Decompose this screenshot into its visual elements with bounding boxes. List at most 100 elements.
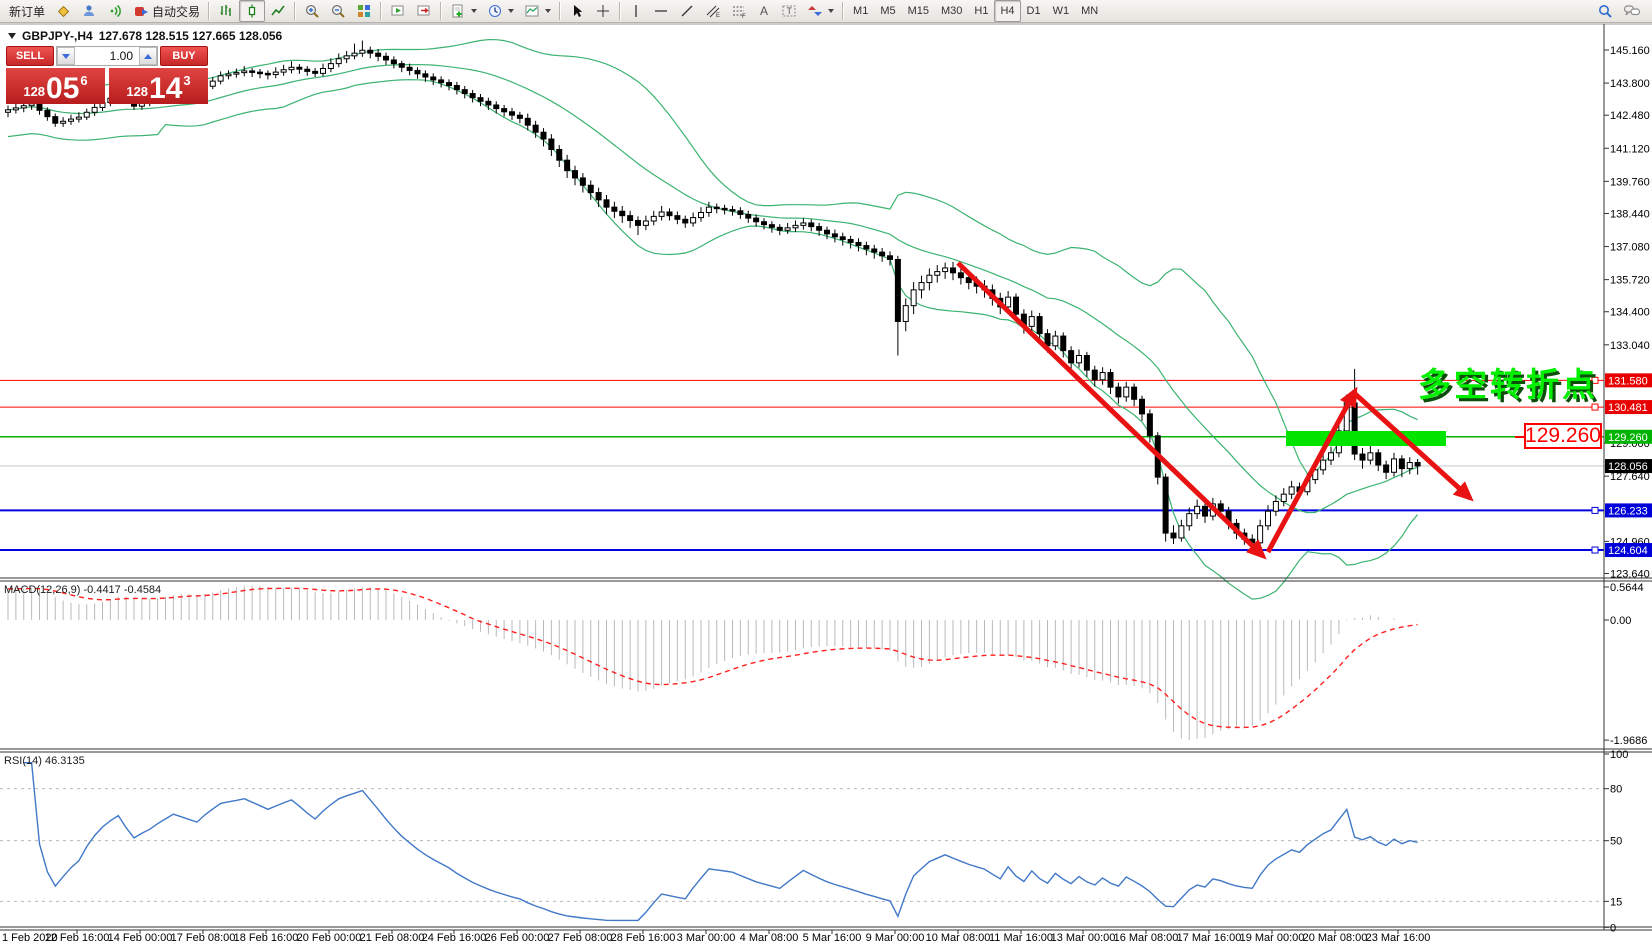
date-tick-label[interactable]: 4 Mar 08:00 xyxy=(740,932,799,944)
buy-button[interactable]: BUY xyxy=(160,46,208,66)
date-tick-label[interactable]: 23 Mar 16:00 xyxy=(1366,932,1431,944)
search-button[interactable] xyxy=(1592,0,1618,22)
trend-arrow[interactable] xyxy=(1265,386,1358,554)
candle-body xyxy=(272,71,279,76)
timeframe-m15[interactable]: M15 xyxy=(907,5,929,17)
timeframe-m1[interactable]: M1 xyxy=(853,5,869,17)
price-badge-label: 130.481 xyxy=(1608,402,1648,414)
date-tick-label[interactable]: 12 Feb 16:00 xyxy=(45,932,110,944)
bar-chart-button[interactable] xyxy=(213,0,239,22)
volume-increase-button[interactable] xyxy=(139,47,157,65)
cursor-button[interactable] xyxy=(564,0,590,22)
sell-button[interactable]: SELL xyxy=(6,46,54,66)
candlestick-chart-button[interactable] xyxy=(239,0,266,22)
market-watch-button[interactable] xyxy=(50,0,76,22)
tile-windows-button[interactable] xyxy=(351,0,377,22)
date-tick-label[interactable]: 21 Feb 08:00 xyxy=(360,932,425,944)
timeframe-h1[interactable]: H1 xyxy=(974,5,989,17)
candle-body xyxy=(1068,350,1075,364)
candle-body xyxy=(1375,452,1382,466)
date-tick-label[interactable]: 19 Mar 00:00 xyxy=(1240,932,1305,944)
arrows-button[interactable] xyxy=(802,0,839,22)
timeframe-m30[interactable]: M30 xyxy=(941,5,963,17)
candle-body xyxy=(1194,505,1201,515)
candle-body xyxy=(1359,453,1366,461)
crosshair-button[interactable] xyxy=(590,0,616,22)
timeframe-h4[interactable]: H4 xyxy=(994,0,1021,22)
macd-signal-value: -0.4584 xyxy=(123,584,162,596)
one-click-expander-icon[interactable] xyxy=(8,33,16,39)
auto-scroll-button[interactable] xyxy=(385,0,411,22)
sell-price-box[interactable]: 128 05 6 xyxy=(6,68,105,104)
level-line-handle[interactable] xyxy=(1591,376,1599,384)
date-tick-label[interactable]: 20 Mar 08:00 xyxy=(1303,932,1368,944)
date-tick-label[interactable]: 17 Mar 16:00 xyxy=(1177,932,1242,944)
signals-button[interactable] xyxy=(102,0,128,22)
volume-decrease-button[interactable] xyxy=(57,47,75,65)
auto-scroll-icon xyxy=(390,3,406,19)
fibonacci-button[interactable]: F xyxy=(726,0,752,22)
text-button[interactable]: A xyxy=(752,0,776,22)
line-chart-button[interactable] xyxy=(265,0,291,22)
price-callout-box[interactable]: 129.260 xyxy=(1524,423,1602,449)
hline-button[interactable] xyxy=(648,0,674,22)
buy-price-box[interactable]: 128 14 3 xyxy=(109,68,208,104)
date-tick-label[interactable]: 18 Feb 16:00 xyxy=(234,932,299,944)
profile-button[interactable] xyxy=(76,0,102,22)
date-tick-label[interactable]: 17 Feb 08:00 xyxy=(171,932,236,944)
timeframe-mn[interactable]: MN xyxy=(1081,5,1099,17)
level-line-handle[interactable] xyxy=(1591,506,1599,514)
chart-shift-button[interactable] xyxy=(411,0,437,22)
date-tick-label[interactable]: 14 Feb 00:00 xyxy=(108,932,173,944)
trend-arrow[interactable] xyxy=(956,261,1267,560)
candle-body xyxy=(1351,402,1358,455)
date-tick-label[interactable]: 10 Mar 08:00 xyxy=(926,932,991,944)
date-tick-label[interactable]: 24 Feb 16:00 xyxy=(422,932,487,944)
level-line-handle[interactable] xyxy=(1591,403,1599,411)
date-tick-label[interactable]: 26 Feb 00:00 xyxy=(485,932,550,944)
date-tick-label[interactable]: 1 Feb 2020 xyxy=(2,932,58,944)
date-tick-label[interactable]: 9 Mar 00:00 xyxy=(866,932,925,944)
level-line-handle[interactable] xyxy=(1591,546,1599,554)
date-tick-label[interactable]: 27 Feb 08:00 xyxy=(548,932,613,944)
templates-button[interactable] xyxy=(519,0,556,22)
clock-icon xyxy=(487,3,503,19)
candle-body xyxy=(1288,486,1295,495)
rsi-tick-label: 80 xyxy=(1610,784,1622,796)
timeframe-w1[interactable]: W1 xyxy=(1052,5,1070,17)
trendline-button[interactable] xyxy=(674,0,700,22)
symbol-info-row: GBPJPY-,H4 127.678 128.515 127.665 128.0… xyxy=(8,29,282,43)
zoom-out-button[interactable] xyxy=(325,0,351,22)
auto-trading-button[interactable]: 自动交易 xyxy=(128,0,205,22)
vline-button[interactable] xyxy=(624,0,648,22)
chat-button[interactable] xyxy=(1618,0,1646,22)
indicators-button[interactable] xyxy=(445,0,482,22)
candle-body xyxy=(564,159,571,172)
candle-body xyxy=(690,217,697,224)
timeframe-d1[interactable]: D1 xyxy=(1026,5,1041,17)
candle-body xyxy=(1162,476,1169,534)
date-tick-label[interactable]: 5 Mar 16:00 xyxy=(803,932,862,944)
text-label-button[interactable]: T xyxy=(776,0,802,22)
date-tick-label[interactable]: 11 Mar 16:00 xyxy=(989,932,1053,944)
new-order-button[interactable]: 新订单 xyxy=(4,0,50,22)
trend-arrow[interactable] xyxy=(1351,390,1474,502)
timeframe-m5[interactable]: M5 xyxy=(880,5,896,17)
candle-body xyxy=(1257,525,1264,544)
candle-body xyxy=(1115,386,1122,398)
date-tick-label[interactable]: 3 Mar 00:00 xyxy=(677,932,736,944)
highlight-zone-bar[interactable] xyxy=(1286,431,1446,446)
date-tick-label[interactable]: 28 Feb 16:00 xyxy=(611,932,676,944)
date-tick-label[interactable]: 16 Mar 08:00 xyxy=(1114,932,1179,944)
zoom-in-button[interactable] xyxy=(299,0,325,22)
volume-value[interactable]: 1.00 xyxy=(109,49,133,63)
periods-button[interactable] xyxy=(482,0,519,22)
turning-point-annotation[interactable]: 多空转折点 xyxy=(1418,366,1598,403)
candle-body xyxy=(894,258,901,322)
new-order-label: 新订单 xyxy=(9,4,46,19)
price-badge xyxy=(1605,429,1652,444)
channel-button[interactable]: E xyxy=(700,0,726,22)
date-tick-label[interactable]: 13 Mar 00:00 xyxy=(1051,932,1116,944)
date-tick-label[interactable]: 20 Feb 00:00 xyxy=(297,932,362,944)
